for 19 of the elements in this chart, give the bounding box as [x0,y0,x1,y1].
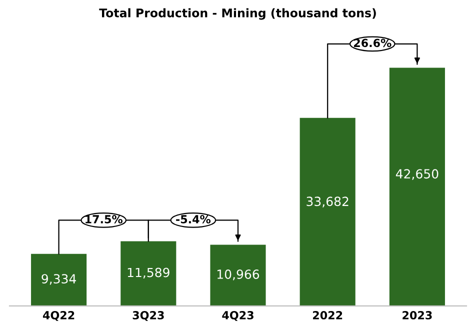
bar [300,118,356,306]
x-tick-label: 2023 [402,311,432,320]
data-label: 33,682 [306,196,348,208]
text: 26.6% [354,38,392,48]
annotation: -5.4% [176,215,211,224]
chart-title: Total Production - Mining (thousand tons) [99,8,376,20]
data-label: 9,334 [42,274,76,285]
bar [210,244,266,306]
data-label: 42,650 [396,169,438,180]
annotation: 17.5% [86,215,123,224]
x-tick-label: 2022 [313,311,342,320]
x-tick-label: 3Q23 [132,311,164,321]
bar [120,241,176,306]
data-label: 11,589 [128,268,170,279]
x-tick-label: 4Q22 [42,311,74,321]
x-tick-label: 4Q23 [222,311,254,321]
bar [31,254,87,306]
bar [389,68,445,306]
data-label: 10,966 [218,270,260,280]
